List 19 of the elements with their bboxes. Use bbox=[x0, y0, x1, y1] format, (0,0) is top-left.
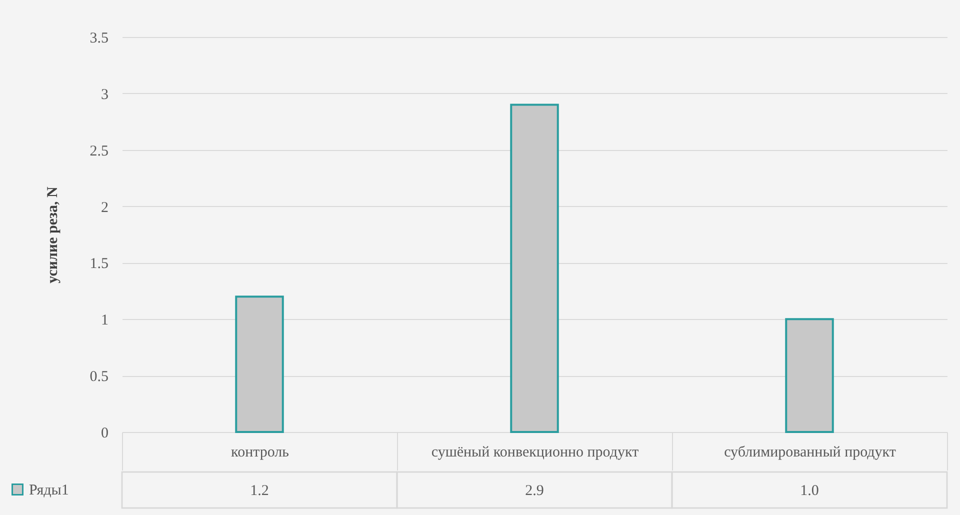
y-tick-label: 0 bbox=[101, 426, 108, 442]
y-tick-label: 0.5 bbox=[90, 369, 108, 386]
x-tick-label: сублимированный продукт bbox=[724, 444, 896, 460]
bar bbox=[235, 296, 284, 433]
y-tick-label: 3 bbox=[101, 86, 108, 103]
x-tick-label: сушёный конвекционно продукт bbox=[431, 444, 640, 460]
bar bbox=[510, 104, 559, 433]
legend-label: Ряды1 bbox=[29, 482, 69, 498]
data-label: 1.0 bbox=[800, 483, 819, 499]
y-tick-label: 2.5 bbox=[90, 143, 108, 160]
x-tick-label: контроль bbox=[231, 444, 290, 460]
y-axis-title: усилие реза, N bbox=[44, 186, 61, 284]
data-label: 2.9 bbox=[525, 483, 544, 499]
y-tick-label: 2 bbox=[101, 200, 108, 216]
data-label: 1.2 bbox=[250, 483, 269, 499]
bar bbox=[785, 318, 834, 433]
y-tick-label: 3.5 bbox=[90, 30, 108, 46]
y-tick-label: 1.5 bbox=[90, 256, 108, 272]
y-tick-label: 1 bbox=[101, 312, 108, 329]
